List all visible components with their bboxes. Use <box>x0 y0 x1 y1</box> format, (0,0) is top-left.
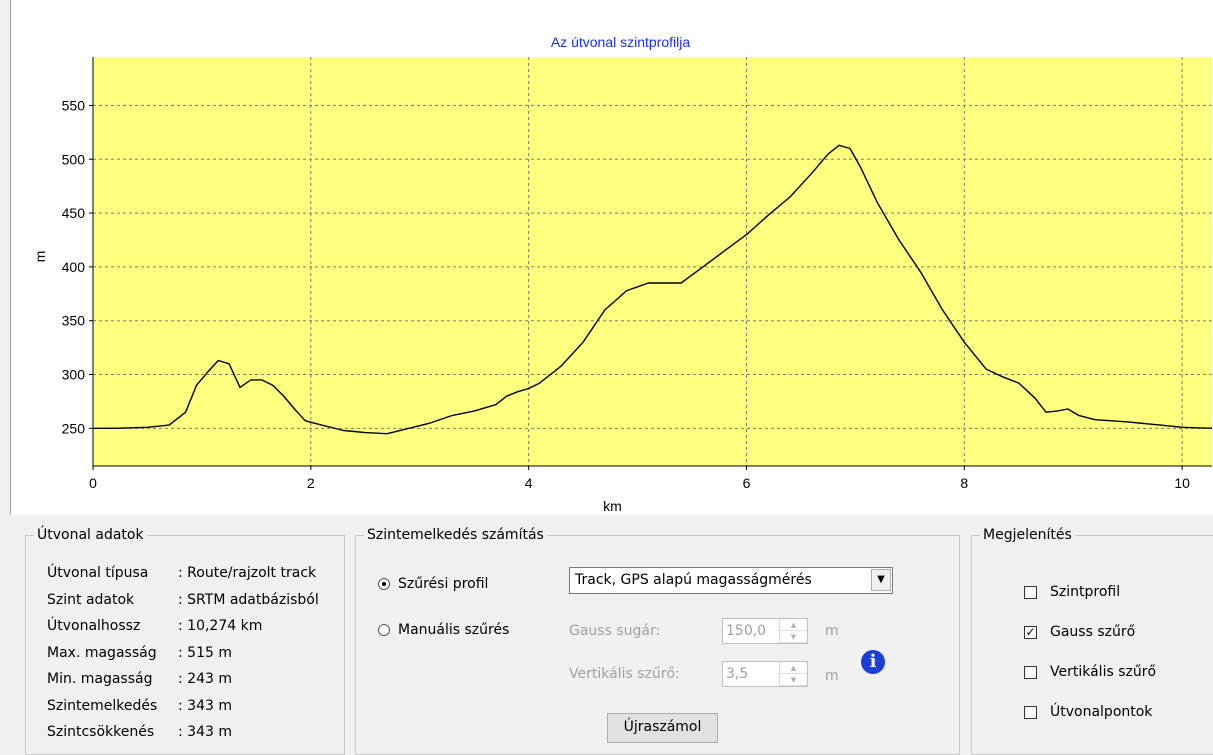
x-tick-label: 4 <box>525 475 533 491</box>
route-data-label: Útvonal típusa <box>47 565 149 581</box>
x-tick-label: 2 <box>307 475 315 491</box>
route-data-value: : 343 m <box>178 724 232 740</box>
filter-profile-label[interactable]: Szűrési profil <box>398 576 489 592</box>
display-options-group-title: Megjelenítés <box>980 526 1075 544</box>
filter-profile-radio[interactable] <box>378 578 390 590</box>
elevation-chart: Az útvonal szintprofilja 250 300 350 400 450 5… <box>32 34 1213 514</box>
manual-filter-label[interactable]: Manuális szűrés <box>398 622 510 638</box>
route-data-label: Szint adatok <box>47 591 135 608</box>
checkbox-checked[interactable]: ✓ <box>1024 625 1037 639</box>
y-tick-label: 400 <box>62 259 86 275</box>
y-tick-label: 250 <box>62 420 86 436</box>
y-tick-label: 300 <box>62 367 86 383</box>
route-data-label: Szintemelkedés <box>47 697 158 714</box>
chart-title: Az útvonal szintprofilja <box>551 34 691 50</box>
filter-profile-select-value: Track, GPS alapú magasságmérés <box>575 572 812 588</box>
route-data-label: Útvonalhossz <box>47 618 141 634</box>
route-data-label: Szintcsökkenés <box>47 724 155 740</box>
spin-down-icon[interactable]: ▼ <box>780 631 807 643</box>
x-tick-label: 10 <box>1174 475 1190 491</box>
route-data-value: : SRTM adatbázisból <box>178 591 319 608</box>
route-data-group-title: Útvonal adatok <box>34 526 147 544</box>
recalculate-button[interactable]: Újraszámol <box>607 713 718 743</box>
vertical-filter-unit: m <box>825 668 839 684</box>
route-data-group: Útvonal adatok Útvonal típusa : Route/raj… <box>25 526 345 755</box>
x-tick-label: 6 <box>743 475 751 491</box>
elevation-calc-group: Szintemelkedés számítás Szűrési profil M… <box>355 526 960 755</box>
chevron-down-icon[interactable]: ▼ <box>871 569 891 591</box>
elevation-series-line <box>93 144 1213 435</box>
route-data-value: : Route/rajzolt track <box>178 565 317 581</box>
display-option-label[interactable]: Útvonalpontok <box>1050 704 1153 720</box>
checkbox[interactable] <box>1024 666 1037 679</box>
manual-filter-radio[interactable] <box>378 624 390 636</box>
vertical-filter-spinner[interactable]: 3,5 ▲ ▼ <box>722 661 808 687</box>
spin-down-icon[interactable]: ▼ <box>780 674 807 686</box>
plot-area <box>93 57 1212 466</box>
x-axis-label: km <box>603 498 622 514</box>
spin-up-icon[interactable]: ▲ <box>780 619 807 631</box>
y-tick-label: 450 <box>62 205 86 221</box>
display-option-label[interactable]: Szintprofil <box>1050 584 1121 600</box>
elevation-chart-panel: Az útvonal szintprofilja 250 300 350 400 450 5… <box>10 0 1213 515</box>
vertical-filter-value[interactable]: 3,5 <box>726 666 749 682</box>
gauss-radius-label: Gauss sugár: <box>569 623 661 639</box>
checkbox[interactable] <box>1024 706 1037 719</box>
y-tick-label: 350 <box>62 313 86 329</box>
route-data-label: Min. magasság <box>47 671 153 687</box>
route-data-value: : 10,274 km <box>178 618 263 634</box>
gauss-radius-spinner[interactable]: 150,0 ▲ ▼ <box>722 618 808 644</box>
elevation-calc-group-title: Szintemelkedés számítás <box>364 526 547 544</box>
vertical-filter-label: Vertikális szűrő: <box>569 666 680 682</box>
route-data-value: : 243 m <box>178 671 232 687</box>
route-data-value: : 343 m <box>178 697 232 714</box>
x-tick-label: 0 <box>89 475 97 491</box>
gauss-radius-unit: m <box>825 623 839 639</box>
y-axis-label: m <box>32 251 48 263</box>
display-option-label[interactable]: Gauss szűrő <box>1050 624 1136 640</box>
filter-profile-select[interactable]: Track, GPS alapú magasságmérés ▼ <box>569 567 893 594</box>
y-tick-label: 500 <box>62 151 86 167</box>
gauss-radius-value[interactable]: 150,0 <box>726 623 767 639</box>
route-data-value: : 515 m <box>178 644 232 661</box>
checkbox[interactable] <box>1024 586 1037 599</box>
route-data-label: Max. magasság <box>47 644 157 661</box>
x-tick-label: 8 <box>960 475 968 491</box>
y-tick-label: 550 <box>62 97 86 113</box>
display-option-label[interactable]: Vertikális szűrő <box>1050 664 1157 680</box>
display-options-group: Megjelenítés Szintprofil ✓ Gauss szűrő Vert… <box>971 526 1213 755</box>
spin-up-icon[interactable]: ▲ <box>780 662 807 674</box>
info-icon[interactable]: i <box>861 650 885 674</box>
